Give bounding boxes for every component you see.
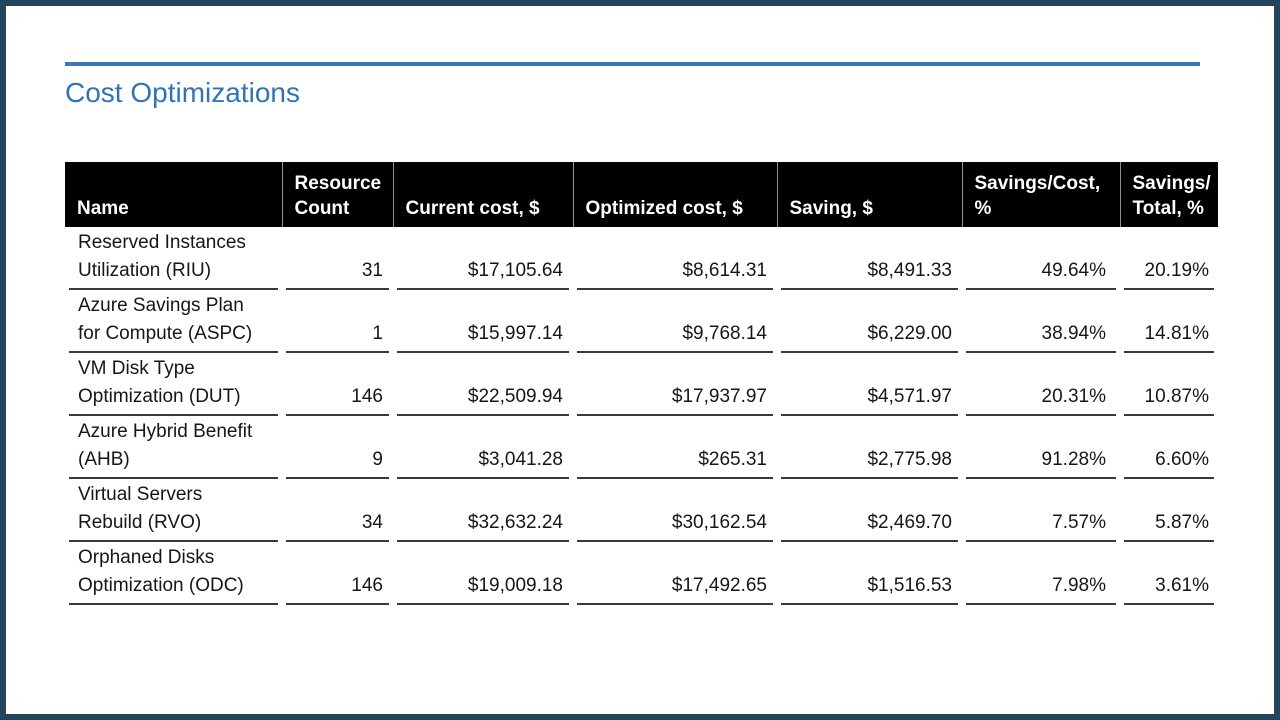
column-header-saving: Saving, $ [776,162,962,227]
table-header-row: Name Resource Count Current cost, $ Opti… [65,162,1218,227]
cell-optimized-cost: $9,768.14 [573,290,777,353]
cell-optimized-cost: $17,937.97 [573,353,777,416]
column-header-resource-count: Resource Count [281,162,393,227]
cell-optimized-cost: $17,492.65 [573,542,777,605]
cell-name: Orphaned Disks Optimization (ODC) [65,542,282,605]
cell-current-cost: $3,041.28 [393,416,573,479]
cell-savings-cost-pct: 20.31% [962,353,1120,416]
page-title: Cost Optimizations [65,77,300,108]
cell-name: Azure Hybrid Benefit (AHB) [65,416,282,479]
cell-savings-cost-pct: 91.28% [962,416,1120,479]
cell-current-cost: $32,632.24 [393,479,573,542]
table-row: Orphaned Disks Optimization (ODC) 146 $19,… [65,542,1218,605]
cell-name: Reserved Instances Utilization (RIU) [65,227,282,290]
table-row: VM Disk Type Optimization (DUT) 146 $22,50… [65,353,1218,416]
cell-current-cost: $19,009.18 [393,542,573,605]
cost-optimizations-table: Name Resource Count Current cost, $ Opti… [65,162,1218,605]
column-header-name: Name [65,162,282,227]
cell-savings-total-pct: 3.61% [1120,542,1218,605]
title-rule [65,62,1200,66]
cell-resource-count: 31 [282,227,393,290]
column-header-savings-total-pct: Savings/​Total, % [1119,162,1218,227]
cell-savings-cost-pct: 38.94% [962,290,1120,353]
cell-resource-count: 34 [282,479,393,542]
cell-savings-total-pct: 6.60% [1120,416,1218,479]
cell-savings-total-pct: 14.81% [1120,290,1218,353]
cell-current-cost: $17,105.64 [393,227,573,290]
cell-saving: $8,491.33 [777,227,962,290]
cell-resource-count: 9 [282,416,393,479]
column-header-optimized-cost: Optimized cost, $ [572,162,777,227]
cell-current-cost: $22,509.94 [393,353,573,416]
cell-name: Virtual Servers Rebuild (RVO) [65,479,282,542]
cell-name: VM Disk Type Optimization (DUT) [65,353,282,416]
cell-saving: $1,516.53 [777,542,962,605]
cell-optimized-cost: $8,614.31 [573,227,777,290]
cell-optimized-cost: $30,162.54 [573,479,777,542]
cell-current-cost: $15,997.14 [393,290,573,353]
table-row: Virtual Servers Rebuild (RVO) 34 $32,632.2… [65,479,1218,542]
cell-savings-cost-pct: 7.98% [962,542,1120,605]
table-header: Name Resource Count Current cost, $ Opti… [65,162,1218,227]
cell-savings-total-pct: 10.87% [1120,353,1218,416]
cell-resource-count: 146 [282,542,393,605]
cell-saving: $4,571.97 [777,353,962,416]
cell-saving: $6,229.00 [777,290,962,353]
cell-name: Azure Savings Plan for Compute (ASPC) [65,290,282,353]
cell-savings-cost-pct: 49.64% [962,227,1120,290]
cell-resource-count: 146 [282,353,393,416]
cell-savings-total-pct: 20.19% [1120,227,1218,290]
column-header-savings-cost-pct: Savings/​Cost, % [961,162,1120,227]
table-row: Reserved Instances Utilization (RIU) 31 $1… [65,227,1218,290]
cell-saving: $2,469.70 [777,479,962,542]
table-row: Azure Savings Plan for Compute (ASPC) 1 $1… [65,290,1218,353]
table-row: Azure Hybrid Benefit (AHB) 9 $3,041.28 $265… [65,416,1218,479]
cell-savings-total-pct: 5.87% [1120,479,1218,542]
cell-optimized-cost: $265.31 [573,416,777,479]
cell-saving: $2,775.98 [777,416,962,479]
cell-resource-count: 1 [282,290,393,353]
column-header-current-cost: Current cost, $ [392,162,573,227]
cell-savings-cost-pct: 7.57% [962,479,1120,542]
table-body: Reserved Instances Utilization (RIU) 31 $1… [65,227,1218,605]
